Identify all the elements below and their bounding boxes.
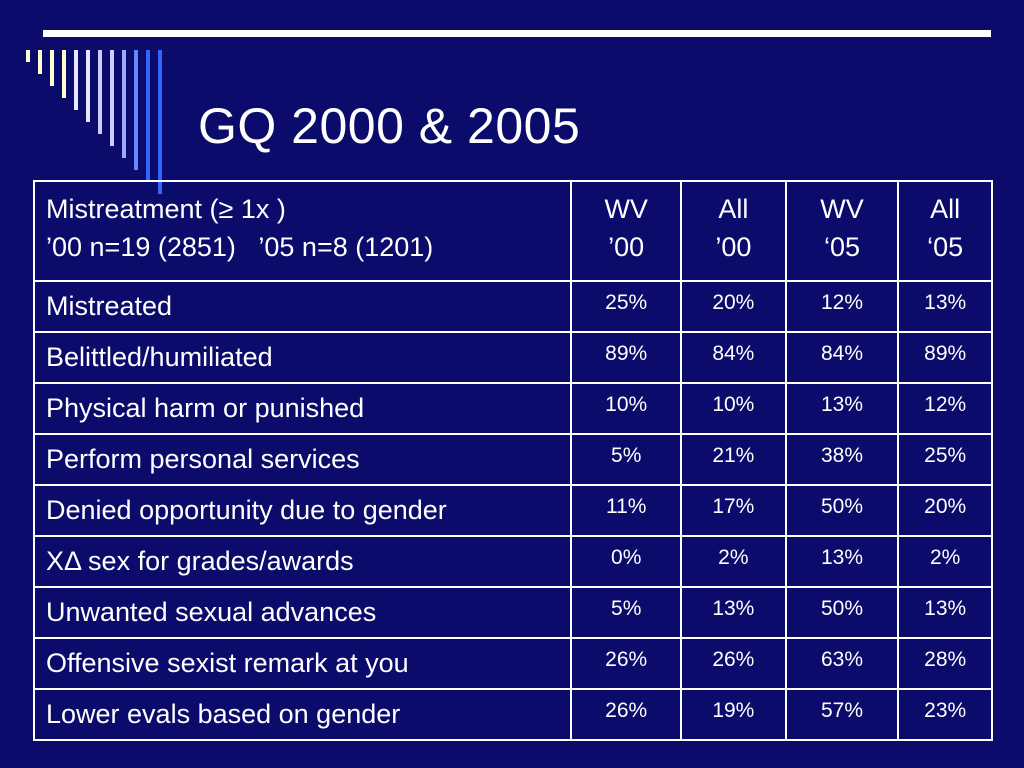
stripe: [86, 50, 90, 122]
stripe: [26, 50, 30, 62]
stripe: [122, 50, 126, 158]
value-cell: 38%: [784, 433, 900, 486]
value-cell: 63%: [784, 637, 900, 690]
value-cell: 57%: [784, 688, 900, 741]
row-label: Belittled/humiliated: [32, 331, 573, 384]
table-row: Belittled/humiliated 89% 84% 84% 89%: [32, 331, 993, 384]
value-cell: 13%: [897, 280, 993, 333]
column-header-line1: All: [718, 194, 749, 224]
table-row: Denied opportunity due to gender 11% 17%…: [32, 484, 993, 537]
row-label: Offensive sexist remark at you: [32, 637, 573, 690]
header-label-line1: Mistreatment (≥ 1x ): [46, 194, 286, 224]
table-row: Unwanted sexual advances 5% 13% 50% 13%: [32, 586, 993, 639]
slide-title: GQ 2000 & 2005: [198, 98, 581, 154]
table-row: Mistreated 25% 20% 12% 13%: [32, 280, 993, 333]
value-cell: 84%: [680, 331, 787, 384]
stripe: [98, 50, 102, 134]
table-row: Offensive sexist remark at you 26% 26% 6…: [32, 637, 993, 690]
value-cell: 2%: [680, 535, 787, 588]
value-cell: 28%: [897, 637, 993, 690]
value-cell: 12%: [784, 280, 900, 333]
stripe: [134, 50, 138, 170]
row-label: XΔ sex for grades/awards: [32, 535, 573, 588]
stripe: [62, 50, 66, 98]
table-row: Lower evals based on gender 26% 19% 57% …: [32, 688, 993, 741]
column-header-line2: ‘05: [927, 232, 964, 262]
stripe: [146, 50, 150, 182]
row-label: Physical harm or punished: [32, 382, 573, 435]
value-cell: 0%: [570, 535, 683, 588]
value-cell: 13%: [680, 586, 787, 639]
value-cell: 17%: [680, 484, 787, 537]
value-cell: 25%: [570, 280, 683, 333]
value-cell: 26%: [570, 688, 683, 741]
table-row: Physical harm or punished 10% 10% 13% 12…: [32, 382, 993, 435]
value-cell: 20%: [680, 280, 787, 333]
stripe: [38, 50, 42, 74]
table-row: Perform personal services 5% 21% 38% 25%: [32, 433, 993, 486]
value-cell: 26%: [680, 637, 787, 690]
value-cell: 13%: [784, 382, 900, 435]
column-header-wv-05: WV ‘05: [784, 180, 900, 282]
stripe: [50, 50, 54, 86]
column-header-line2: ’00: [608, 232, 645, 262]
value-cell: 20%: [897, 484, 993, 537]
table-row: XΔ sex for grades/awards 0% 2% 13% 2%: [32, 535, 993, 588]
value-cell: 11%: [570, 484, 683, 537]
row-label: Mistreated: [32, 280, 573, 333]
value-cell: 10%: [570, 382, 683, 435]
value-cell: 5%: [570, 433, 683, 486]
value-cell: 21%: [680, 433, 787, 486]
mistreatment-table: Mistreatment (≥ 1x ) ’00 n=19 (2851) ’05…: [32, 180, 993, 741]
top-divider-line: [43, 30, 991, 37]
value-cell: 13%: [784, 535, 900, 588]
column-header-line2: ‘05: [824, 232, 861, 262]
value-cell: 25%: [897, 433, 993, 486]
value-cell: 84%: [784, 331, 900, 384]
column-header-line1: WV: [820, 194, 864, 224]
value-cell: 50%: [784, 484, 900, 537]
value-cell: 19%: [680, 688, 787, 741]
column-header-line1: All: [930, 194, 961, 224]
stripe: [158, 50, 162, 194]
value-cell: 50%: [784, 586, 900, 639]
table-header-row: Mistreatment (≥ 1x ) ’00 n=19 (2851) ’05…: [32, 180, 993, 282]
value-cell: 89%: [570, 331, 683, 384]
stripe: [74, 50, 78, 110]
column-header-all-05: All ‘05: [897, 180, 993, 282]
header-label-line2: ’00 n=19 (2851) ’05 n=8 (1201): [46, 232, 434, 262]
value-cell: 23%: [897, 688, 993, 741]
value-cell: 89%: [897, 331, 993, 384]
row-label: Perform personal services: [32, 433, 573, 486]
value-cell: 26%: [570, 637, 683, 690]
decorative-stripes: [26, 50, 171, 195]
row-label: Unwanted sexual advances: [32, 586, 573, 639]
column-header-line2: ’00: [715, 232, 752, 262]
stripe: [110, 50, 114, 146]
value-cell: 12%: [897, 382, 993, 435]
header-label-cell: Mistreatment (≥ 1x ) ’00 n=19 (2851) ’05…: [32, 180, 573, 282]
value-cell: 10%: [680, 382, 787, 435]
row-label: Lower evals based on gender: [32, 688, 573, 741]
value-cell: 2%: [897, 535, 993, 588]
column-header-wv-00: WV ’00: [570, 180, 683, 282]
row-label: Denied opportunity due to gender: [32, 484, 573, 537]
value-cell: 5%: [570, 586, 683, 639]
column-header-line1: WV: [604, 194, 648, 224]
value-cell: 13%: [897, 586, 993, 639]
column-header-all-00: All ’00: [680, 180, 787, 282]
